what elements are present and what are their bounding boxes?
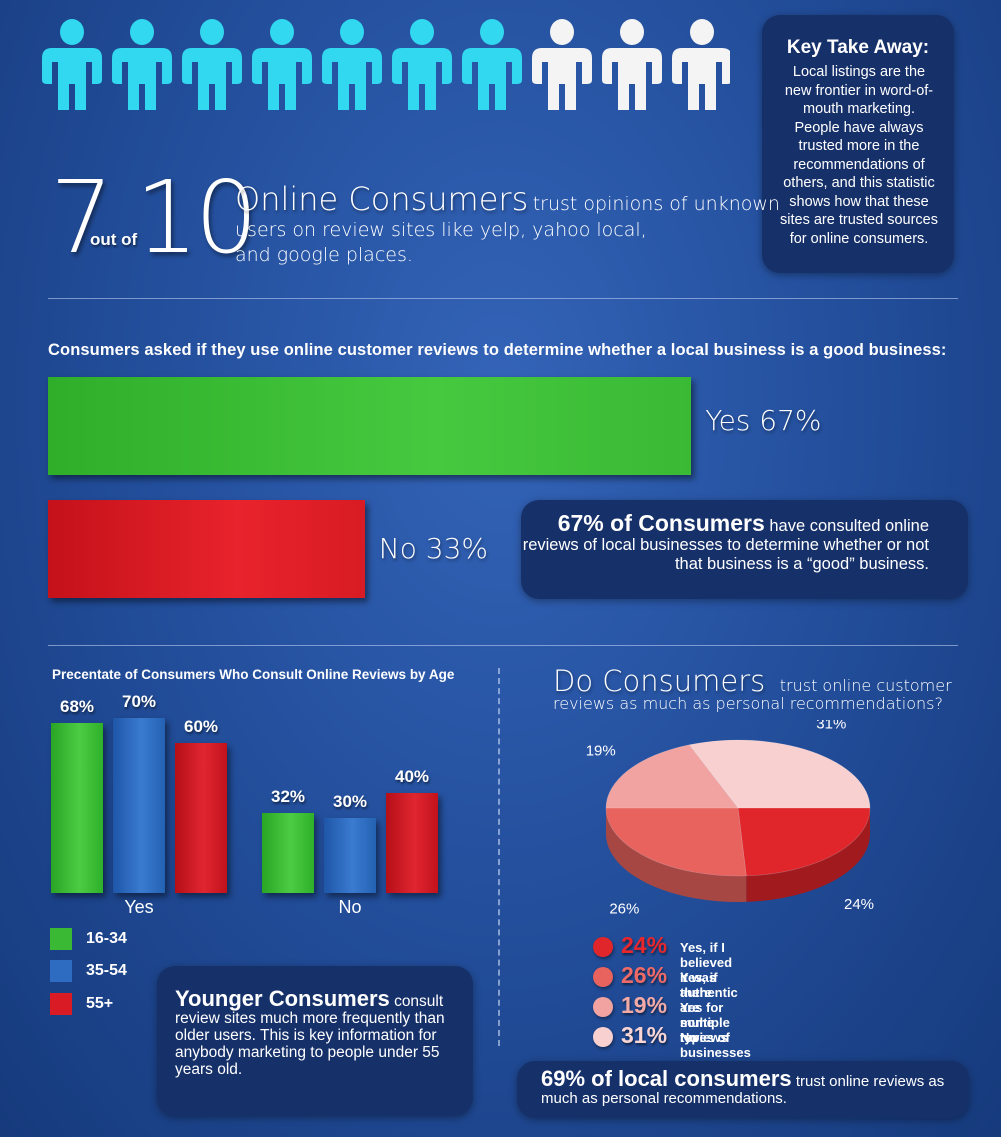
pie-legend-label: Yes, if there are multiple reviews [680,970,730,1045]
vertical-divider [498,668,500,1046]
people-icons-row [40,18,732,110]
pie-title: Do Consumers trust online customer revie… [553,664,973,713]
callout-69-rest: trust online reviews as much as personal… [541,1073,945,1107]
pie-legend-dot [593,937,613,957]
callout-67: 67% of Consumers have consulted online r… [521,500,968,599]
pie-slice [737,807,871,877]
person-icon [112,19,172,110]
pie-slice-label: 24% [844,896,874,913]
bar-yes-label: Yes 67% [705,404,822,437]
person-icon [322,19,382,110]
age-chart-title: Precentate of Consumers Who Consult Onli… [52,667,455,682]
divider-2 [48,645,958,646]
age-chart: 68% 70% 60% Yes 32% 30% 40% No [0,0,500,1137]
pie-legend-dot [593,997,613,1017]
pie-legend-label: Yes for some types of businesses [680,1000,751,1060]
person-icon [42,19,102,110]
pie-legend-pct: 31% [621,1022,668,1048]
bar-yes [48,377,692,475]
question-heading: Consumers asked if they use online custo… [48,341,947,359]
age-bar-value-label: 60% [183,717,219,736]
stat-out-of: out of [90,230,138,249]
pie-slice-label: 19% [586,743,616,760]
pie-chart: 24% 26% 19% 31% [586,720,874,917]
person-icon [392,19,452,110]
callout-69-bold: 69% of local consumers [541,1066,792,1091]
divider-1 [48,298,958,299]
age-category-label: No [338,897,362,917]
age-bar-35-54-no [324,818,376,893]
legend-swatch-55-plus [50,993,72,1015]
person-icon [672,19,732,110]
stat-headline-line2: users on review sites like yelp, yahoo l… [235,219,647,241]
pie-slice-side [746,808,870,902]
pie-legend-label: No [680,1030,698,1045]
callout-69: 69% of local consumers trust online revi… [517,1061,969,1118]
stat-num-10: 10 [135,159,258,276]
person-icon [182,19,242,110]
pie-slice-label: 31% [816,720,846,733]
legend-label-55-plus: 55+ [86,995,114,1012]
age-bar-value-label: 40% [394,767,430,786]
callout-67-rest: have consulted online reviews of local b… [522,517,929,573]
callout-younger: Younger Consumers consult review sites m… [157,966,473,1116]
stat-headline-lead: Online Consumers [235,180,529,218]
pie-title-small1: trust online customer [779,676,952,695]
pie-slice [605,744,739,809]
bar-no [48,500,365,598]
pie-title-big: Do Consumers [553,664,766,698]
pie-legend-dot [593,967,613,987]
bar-no-label: No 33% [378,532,489,565]
callout-67-bold: 67% of Consumers [557,510,765,536]
stat-headline: Online Consumers trust opinions of unkno… [235,180,780,266]
age-bar-16-34-yes [51,723,103,893]
person-icon [532,19,592,110]
pie-slice-side [606,808,747,902]
pie-legend-dot [593,1027,613,1047]
pie-legend-label: Yes, if I believed it was authentic [680,940,738,1000]
pie-slice [688,739,871,809]
pie-title-small2: reviews as much as personal recommendati… [553,694,943,713]
age-bar-value-label: 32% [270,787,306,806]
key-takeaway-callout: Key Take Away: Local listings are the ne… [762,15,954,273]
legend-label-35-54: 35-54 [86,962,127,979]
stat-headline-line3: and google places. [235,244,413,266]
key-takeaway-body: Local listings are the new frontier in w… [780,64,938,247]
age-bar-value-label: 30% [332,792,368,811]
age-bar-16-34-no [262,813,314,893]
stat-num-7: 7 [50,159,114,276]
pie-legend-pct: 24% [621,932,668,958]
legend-swatch-16-34 [50,928,72,950]
age-bar-value-label: 70% [121,692,157,711]
key-takeaway-title: Key Take Away: [786,37,930,58]
age-category-label: Yes [124,897,154,917]
legend-swatch-35-54 [50,960,72,982]
pie-slice [605,807,747,877]
person-icon [252,19,312,110]
pie-slice-label: 26% [609,900,639,917]
person-icon [602,19,662,110]
age-bar-35-54-yes [113,718,165,893]
age-bar-value-label: 68% [59,697,95,716]
age-bar-55-plus-yes [175,743,227,893]
callout-younger-bold: Younger Consumers [175,986,390,1011]
pie-legend-pct: 19% [621,992,668,1018]
person-icon [462,19,522,110]
people-icons [42,19,732,110]
callout-younger-rest: consult review sites much more frequentl… [175,993,445,1078]
pie-legend-pct: 26% [621,962,668,988]
stat-headline-rest: trust opinions of unknown [532,193,780,215]
legend-label-16-34: 16-34 [86,930,127,947]
age-bar-55-plus-no [386,793,438,893]
